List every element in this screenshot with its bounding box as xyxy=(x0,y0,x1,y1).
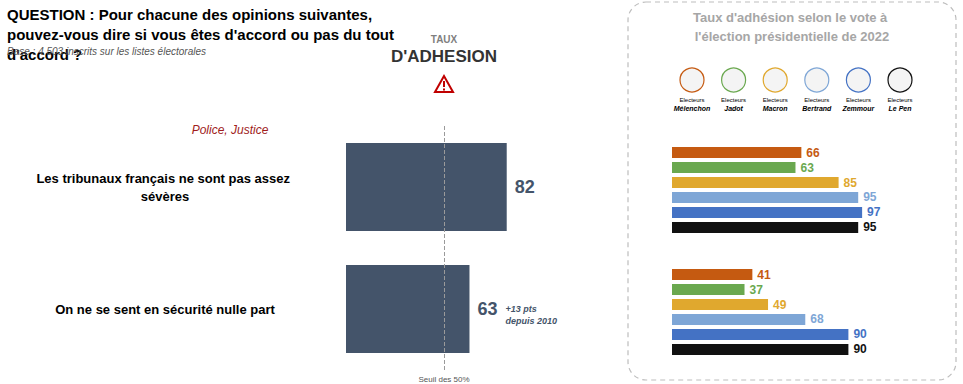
svg-text:+13 pts: +13 pts xyxy=(505,304,539,314)
svg-text:D'ADHESION: D'ADHESION xyxy=(391,47,497,66)
svg-text:63: 63 xyxy=(477,299,497,319)
svg-text:63: 63 xyxy=(800,161,814,175)
svg-text:Mélenchon: Mélenchon xyxy=(674,105,711,112)
svg-text:Zemmour: Zemmour xyxy=(841,105,875,112)
svg-text:95: 95 xyxy=(863,220,877,234)
svg-text:Jadot: Jadot xyxy=(724,105,743,112)
svg-text:49: 49 xyxy=(773,298,787,312)
svg-text:95: 95 xyxy=(863,190,877,204)
svg-text:Electeurs: Electeurs xyxy=(804,97,829,103)
svg-text:QUESTION : Pour chacune des op: QUESTION : Pour chacune des opinions sui… xyxy=(7,6,376,23)
svg-text:97: 97 xyxy=(867,205,881,219)
svg-text:66: 66 xyxy=(806,146,820,160)
svg-text:85: 85 xyxy=(844,176,858,190)
svg-text:Electeurs: Electeurs xyxy=(846,97,871,103)
svg-text:82: 82 xyxy=(515,177,535,197)
svg-text:Electeurs: Electeurs xyxy=(679,97,704,103)
svg-text:Bertrand: Bertrand xyxy=(802,105,832,112)
svg-text:41: 41 xyxy=(757,268,771,282)
svg-text:68: 68 xyxy=(810,312,824,326)
svg-text:37: 37 xyxy=(750,283,764,297)
svg-text:pouvez-vous dire si vous êtes: pouvez-vous dire si vous êtes d'accord o… xyxy=(7,26,398,43)
svg-text:Electeurs: Electeurs xyxy=(721,97,746,103)
svg-text:Seuil des 50%: Seuil des 50% xyxy=(418,375,469,384)
svg-text:l'élection présidentielle de 2: l'élection présidentielle de 2022 xyxy=(695,29,890,44)
svg-text:sévères: sévères xyxy=(141,189,189,204)
svg-text:90: 90 xyxy=(853,327,867,341)
svg-text:90: 90 xyxy=(853,342,867,356)
svg-text:Base : 4 503 inscrits sur les: Base : 4 503 inscrits sur les listes éle… xyxy=(7,46,206,57)
svg-text:Macron: Macron xyxy=(763,105,788,112)
svg-text:On ne se sent en sécurité null: On ne se sent en sécurité nulle part xyxy=(55,302,275,317)
svg-text:Electeurs: Electeurs xyxy=(887,97,912,103)
svg-text:Les tribunaux français ne sont: Les tribunaux français ne sont pas assez xyxy=(36,171,293,186)
svg-text:Electeurs: Electeurs xyxy=(763,97,788,103)
svg-text:Taux d'adhésion selon le vote: Taux d'adhésion selon le vote à xyxy=(693,10,891,25)
svg-text:depuis 2010: depuis 2010 xyxy=(505,316,557,326)
svg-text:Police, Justice: Police, Justice xyxy=(192,123,269,137)
svg-text:Le Pen: Le Pen xyxy=(889,105,912,112)
svg-text:TAUX: TAUX xyxy=(431,34,458,45)
